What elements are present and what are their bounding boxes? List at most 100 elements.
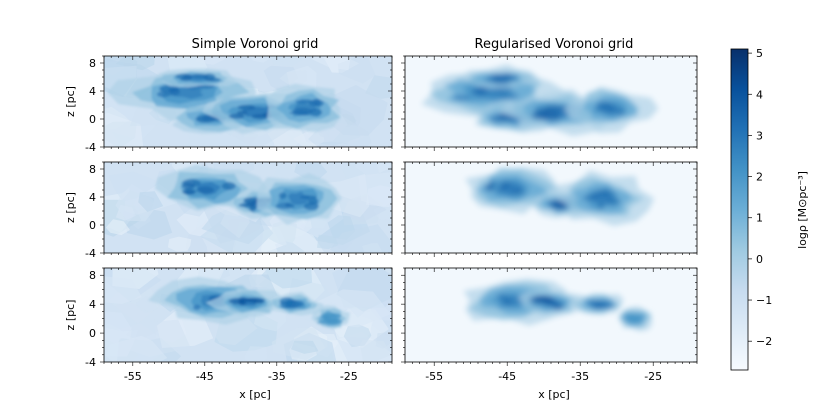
dense-filament [285, 299, 297, 305]
colorbar-tick-label: 3 [756, 129, 763, 142]
dense-filament [484, 183, 495, 192]
x-tick-label: -45 [498, 370, 516, 383]
dense-filament [506, 116, 515, 122]
x-tick-label: -35 [268, 370, 286, 383]
dense-filament [278, 192, 287, 199]
dense-filament [182, 188, 197, 195]
voronoi-cell [195, 56, 226, 65]
y-tick-label: 8 [89, 163, 96, 176]
dense-filament [195, 115, 216, 123]
y-axis-label: z [pc] [64, 192, 77, 223]
voronoi-cell [104, 121, 137, 147]
x-tick-label: -45 [196, 370, 214, 383]
dense-filament [596, 101, 611, 107]
colorbar-tick-label: −1 [756, 294, 772, 307]
y-tick-label: -4 [85, 141, 96, 154]
colorbar-tick-label: 0 [756, 253, 763, 266]
voronoi-cell [365, 75, 392, 99]
x-tick-label: -25 [644, 370, 662, 383]
dense-filament [284, 304, 299, 308]
title-regularised-voronoi: Regularised Voronoi grid [475, 37, 634, 52]
xlabel-left: x [pc] [239, 388, 271, 401]
panel-r1-c2 [401, 55, 698, 151]
dense-filament [551, 204, 567, 211]
x-tick-label: -55 [124, 370, 142, 383]
colorbar-tick-label: 2 [756, 171, 763, 184]
dense-filament [592, 192, 611, 197]
y-tick-label: 8 [89, 269, 96, 282]
dense-filament [156, 91, 171, 98]
voronoi-cell [360, 339, 391, 362]
dense-filament [501, 298, 513, 306]
colorbar-tick-label: 4 [756, 88, 763, 101]
dense-filament [295, 99, 314, 104]
dense-filament [303, 202, 319, 211]
dense-filament [289, 111, 308, 115]
voronoi-cell [104, 276, 142, 304]
dense-filament [275, 203, 295, 210]
y-tick-label: 4 [89, 298, 96, 311]
dense-filament [249, 205, 256, 212]
voronoi-cell [317, 234, 339, 250]
voronoi-cell [330, 224, 392, 253]
y-tick-label: 4 [89, 191, 96, 204]
y-axis-label: z [pc] [64, 300, 77, 331]
voronoi-cell [167, 236, 192, 252]
x-tick-label: -25 [340, 370, 358, 383]
xlabel-right: x [pc] [538, 388, 570, 401]
dense-filament [181, 182, 196, 190]
y-tick-label: 4 [89, 85, 96, 98]
dense-filament [501, 93, 519, 99]
dense-filament [196, 186, 214, 194]
colorbar-tick-label: 1 [756, 212, 763, 225]
dense-filament [552, 302, 564, 310]
dense-filament [489, 180, 498, 186]
colorbar: −2 −1 0 1 2 3 4 5 [730, 47, 772, 371]
title-simple-voronoi: Simple Voronoi grid [192, 37, 319, 52]
dense-filament [238, 203, 254, 208]
voronoi-cell [366, 185, 392, 208]
dense-filament [334, 313, 342, 318]
colorbar-gradient [730, 48, 749, 371]
dense-filament [253, 300, 264, 304]
x-tick-label: -55 [425, 370, 443, 383]
dense-filament [251, 114, 271, 120]
dense-filament [491, 74, 510, 79]
y-tick-label: 0 [89, 327, 96, 340]
voronoi-cell [279, 70, 308, 89]
dense-filament [533, 295, 552, 303]
dense-filament [243, 197, 262, 204]
dense-filament [499, 181, 513, 188]
voronoi-cell [115, 183, 158, 222]
y-tick-label: -4 [85, 247, 96, 260]
dense-filament [221, 182, 236, 190]
y-tick-label: -4 [85, 356, 96, 369]
panel-r2-c2 [401, 161, 698, 257]
dense-filament [489, 115, 510, 123]
voronoi-cell [106, 335, 168, 362]
dense-filament [236, 110, 248, 115]
dense-filament [312, 98, 321, 106]
dense-filament [491, 77, 511, 85]
colorbar-tick-label: −2 [756, 335, 772, 348]
dense-filament [594, 188, 611, 193]
voronoi-cell [261, 268, 313, 289]
panel-r3-c2: -55 -45 -35 -25 [401, 267, 698, 383]
voronoi-cell [312, 56, 352, 71]
dense-filament [534, 108, 551, 116]
dense-filament [190, 73, 209, 79]
panel-r3-c1: -4 0 4 8 z [pc] -55 -45 -35 -25 [64, 267, 393, 383]
y-tick-label: 0 [89, 219, 96, 232]
dense-filament [321, 312, 335, 320]
dense-filament [485, 78, 493, 82]
voronoi-cell [271, 56, 303, 67]
voronoi-cell [291, 340, 319, 354]
dense-filament [541, 114, 562, 121]
colorbar-label: logρ [M⊙pc⁻³] [796, 171, 809, 249]
dense-filament [583, 194, 599, 201]
y-axis-label: z [pc] [64, 86, 77, 117]
dense-filament [507, 74, 519, 81]
dense-filament [309, 108, 322, 117]
